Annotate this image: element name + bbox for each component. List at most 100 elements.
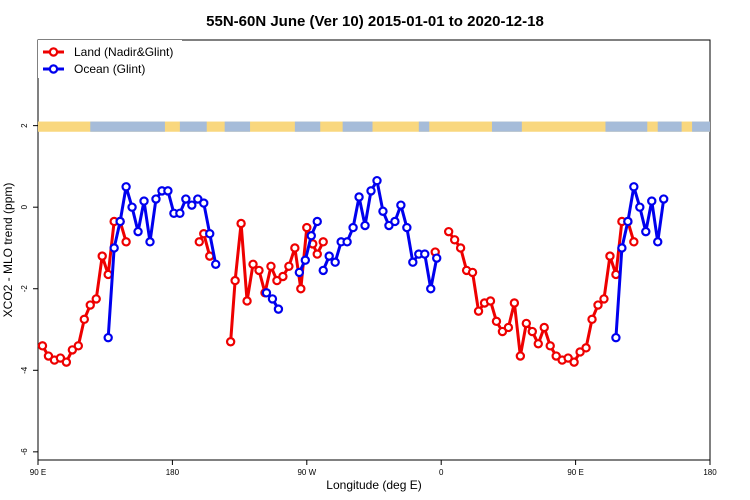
- ocean-band-segment: [692, 121, 710, 132]
- series-ocean-point: [402, 222, 412, 233]
- series-land-point: [491, 316, 502, 327]
- x-axis: 90 E 180 90 W 0 90 E 180: [30, 460, 717, 477]
- series-ocean-line: [106, 185, 218, 338]
- series-ocean-line: [321, 179, 439, 291]
- x-tick-label: 180: [703, 468, 717, 477]
- series-land-point: [290, 243, 300, 253]
- series-land-point: [527, 326, 537, 337]
- ocean-band-segment: [90, 121, 165, 132]
- series-land-point: [61, 357, 72, 367]
- series-land-point: [551, 351, 561, 361]
- legend-box: [38, 40, 182, 78]
- legend-ocean-marker: [48, 64, 59, 74]
- series-ocean-point: [390, 216, 400, 227]
- series-ocean-point: [267, 294, 278, 304]
- series-ocean-point: [181, 194, 191, 204]
- series-land-point: [272, 275, 282, 286]
- series-land-point: [85, 300, 95, 310]
- series-ocean-point: [324, 251, 334, 261]
- series-ocean-point: [115, 216, 125, 227]
- series-land-point: [599, 294, 609, 304]
- series-ocean-point: [635, 202, 645, 212]
- series-ocean-point: [384, 220, 394, 231]
- series-land-point: [521, 318, 532, 329]
- ocean-band-segment: [418, 121, 430, 132]
- series-ocean-point: [205, 228, 215, 239]
- series-land-point: [587, 314, 597, 325]
- ocean-band-segment: [657, 121, 682, 132]
- series-ocean-point: [366, 186, 376, 196]
- series-ocean-point: [354, 192, 364, 202]
- series-ocean-point: [659, 194, 669, 204]
- series-land-point: [581, 343, 591, 353]
- series-land-point: [43, 351, 54, 361]
- series-land-point: [194, 237, 204, 247]
- ocean-band-segment: [342, 121, 373, 132]
- series-land-point: [467, 267, 478, 278]
- series-land-point: [563, 353, 573, 363]
- series-ocean-point: [261, 288, 272, 298]
- series-land-point: [539, 322, 549, 333]
- series-land-point: [236, 218, 246, 229]
- series-land-point: [318, 237, 328, 247]
- legend-land-marker: [48, 47, 59, 57]
- series-land-point: [79, 314, 89, 325]
- series-land-point: [455, 243, 466, 253]
- series-land-point: [266, 261, 276, 272]
- ocean-band-segment: [224, 121, 251, 132]
- y-tick-label: 0: [20, 204, 29, 209]
- series-ocean-point: [139, 196, 149, 206]
- series-land-point: [497, 326, 508, 337]
- legend: Land (Nadir&Glint) Ocean (Glint): [38, 40, 182, 78]
- series-land-point: [485, 296, 496, 306]
- series-land-point: [248, 259, 258, 269]
- series-ocean-point: [617, 243, 627, 253]
- y-tick-label: -4: [20, 366, 29, 374]
- land-ocean-band: [38, 121, 710, 132]
- series-ocean-point: [408, 257, 418, 267]
- x-tick-label: 90 E: [567, 468, 583, 477]
- series-ocean-point: [127, 202, 137, 212]
- land-band: [38, 121, 710, 132]
- series-ocean-point: [187, 200, 197, 210]
- series-land-point: [254, 265, 264, 276]
- series-ocean-point: [611, 332, 621, 343]
- series-land-point: [611, 269, 621, 280]
- series-ocean-point: [133, 226, 143, 237]
- series-land-point: [509, 298, 520, 308]
- legend-ocean-label: Ocean (Glint): [74, 62, 145, 76]
- series-ocean-point: [193, 194, 203, 204]
- series-ocean-point: [121, 182, 131, 192]
- series-ocean-point: [330, 257, 340, 267]
- series-ocean-line: [297, 220, 319, 274]
- ocean-band-segment: [605, 121, 648, 132]
- y-tick-label: -2: [20, 285, 29, 293]
- series-land-point: [103, 269, 113, 280]
- series-land-point: [473, 306, 484, 316]
- series-ocean-point: [420, 249, 430, 259]
- series-land-point: [629, 237, 639, 247]
- series-ocean-point: [432, 253, 442, 263]
- plot-frame: [37, 39, 711, 461]
- y-tick-label: 2: [20, 123, 29, 128]
- series-land-point: [605, 251, 615, 261]
- ocean-band-segment: [294, 121, 321, 132]
- series-ocean-point: [175, 208, 185, 219]
- series-land-point: [67, 345, 78, 355]
- series-ocean-point: [109, 243, 119, 253]
- series-land-point: [37, 341, 48, 351]
- series-ocean-point: [163, 186, 173, 196]
- series-ocean-point: [360, 220, 370, 231]
- x-tick-label: 90 E: [30, 468, 46, 477]
- series-ocean-point: [372, 175, 382, 186]
- series-land-point: [55, 353, 66, 363]
- series-ocean-point: [378, 206, 388, 216]
- series-land-point: [225, 337, 236, 347]
- series-ocean-point: [306, 231, 316, 241]
- series-land-point: [278, 271, 288, 282]
- series-ocean-point: [151, 194, 161, 204]
- ocean-band-segment: [179, 121, 207, 132]
- series-ocean-point: [211, 259, 221, 269]
- x-axis-label: Longitude (deg E): [326, 478, 421, 492]
